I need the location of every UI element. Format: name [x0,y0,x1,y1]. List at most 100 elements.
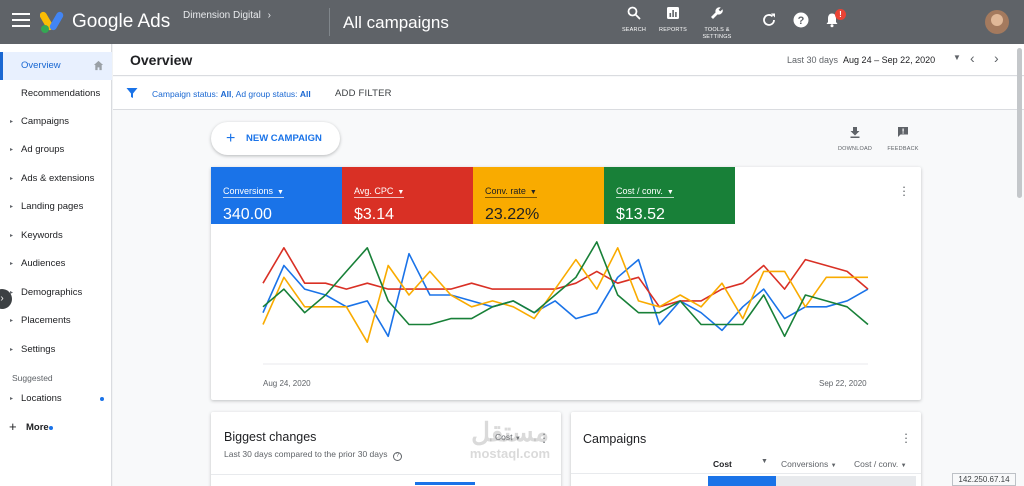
sidebar-item-locations[interactable]: ▸ Locations [0,385,112,413]
refresh-icon[interactable] [761,12,777,28]
search-icon [627,6,641,20]
sidebar-item-recommendations[interactable]: Recommendations [0,80,112,108]
chevron-right-icon[interactable]: › [994,50,999,66]
sidebar-item-label: Overview [21,60,61,71]
expand-sidebar-icon[interactable]: › [0,289,12,309]
campaigns-card: Campaigns · · · Cost ▼ Conversions ▼ Cost … [571,412,921,486]
sidebar-item-audiences[interactable]: ▸ Audiences [0,250,112,278]
notifications-bell-icon[interactable] [824,12,840,28]
dropdown-arrow-icon: ▼ [666,189,674,196]
column-header-conversions[interactable]: Conversions ▼ [781,459,837,469]
metric-tile-avg-cpc[interactable]: Avg. CPC ▼ $3.14 [342,167,473,224]
chevron-left-icon[interactable]: ‹ [970,50,975,66]
filter-label: Campaign status: [152,89,221,99]
home-icon [93,60,104,71]
sidebar-item-label: Settings [21,344,56,355]
dropdown-arrow-icon[interactable]: ▼ [761,458,768,465]
chart-series-line-0 [262,252,869,338]
more-options-icon[interactable]: · · · [901,179,907,202]
sidebar-item-label: Ads & extensions [21,173,95,184]
date-range-value: Aug 24 – Sep 22, 2020 [843,55,936,65]
sidebar-item-more[interactable]: + More [0,414,112,442]
metric-tile-cost-per-conv[interactable]: Cost / conv. ▼ $13.52 [604,167,735,224]
sidebar-item-settings[interactable]: ▸ Settings [0,336,112,364]
download-button[interactable]: DOWNLOAD [837,126,873,152]
metric-tile-conv-rate[interactable]: Conv. rate ▼ 23.22% [473,167,604,224]
metric-tile-conversions[interactable]: Conversions ▼ 340.00 [211,167,342,224]
metric-label[interactable]: Conv. rate ▼ [485,186,537,198]
dropdown-arrow-icon[interactable]: ▼ [953,53,961,62]
dropdown-arrow-icon: ▼ [277,189,284,196]
sidebar-item-label: Demographics [21,287,83,298]
filter-value: All [220,89,232,99]
google-ads-logo-icon[interactable] [40,10,66,34]
sort-dropdown[interactable]: Cost ▼ [495,432,521,442]
avatar[interactable] [985,10,1009,34]
card-title: Campaigns [583,432,647,446]
menu-icon[interactable] [12,13,30,31]
feedback-button[interactable]: FEEDBACK [885,126,921,152]
top-bar: Google Ads Dimension Digital › All campa… [0,0,1024,44]
metric-value: 23.22% [485,206,540,223]
chart-series-line-2 [262,246,868,343]
settings-label: SETTINGS [702,33,732,40]
date-range-selector[interactable]: Last 30 days Aug 24 – Sep 22, 2020 [787,55,935,65]
reports-button[interactable]: REPORTS [656,6,690,34]
column-label: Cost / conv. [854,459,899,469]
more-options-icon[interactable]: · · · [541,426,547,449]
help-icon[interactable]: ? [793,12,809,28]
watermark-line1: مستقل [471,417,549,447]
metric-label[interactable]: Avg. CPC ▼ [354,186,405,198]
metric-label[interactable]: Cost / conv. ▼ [616,186,674,198]
caret-right-icon: ▸ [10,147,14,153]
column-header-cost[interactable]: Cost [713,459,732,469]
sidebar-item-label: Locations [21,393,62,404]
feedback-icon [898,127,908,137]
metric-label-text: Conversions [223,186,274,196]
tools-settings-button[interactable]: TOOLS & SETTINGS [700,6,734,40]
sidebar-item-keywords[interactable]: ▸ Keywords [0,222,112,250]
ip-address-badge: 142.250.67.14 [952,473,1016,486]
app-name: Google Ads [72,11,171,32]
metric-value: $13.52 [616,206,665,223]
filter-bar: Campaign status: All, Ad group status: A… [113,77,1024,110]
plus-icon: + [9,419,17,434]
sidebar-item-ads-extensions[interactable]: ▸ Ads & extensions [0,165,112,193]
card-subtitle: Last 30 days compared to the prior 30 da… [224,449,402,461]
metric-label[interactable]: Conversions ▼ [223,186,284,198]
date-range-label: Last 30 days [787,55,839,65]
dropdown-arrow-icon: ▼ [830,463,837,469]
chevron-right-icon: › [267,10,271,21]
sidebar-item-overview[interactable]: Overview [0,52,112,80]
scrollbar[interactable] [1017,48,1022,198]
account-name: Dimension Digital [183,10,261,21]
sidebar-item-landing-pages[interactable]: ▸ Landing pages [0,193,112,221]
help-circle-icon[interactable]: ? [392,452,402,461]
watermark-line2: mostaql.com [469,446,551,461]
filter-value: All [299,89,311,99]
divider [211,474,561,475]
overview-header: Overview Last 30 days Aug 24 – Sep 22, 20… [113,44,1024,76]
sidebar: Overview Recommendations ▸ Campaigns ▸ A… [0,44,112,486]
filter-summary[interactable]: Campaign status: All, Ad group status: A… [152,89,311,99]
new-indicator-dot [100,397,104,401]
search-button[interactable]: SEARCH [618,6,650,34]
x-axis-end-label: Sep 22, 2020 [819,379,867,388]
column-header-cost-per-conv[interactable]: Cost / conv. ▼ [854,459,907,469]
subtitle-text: Last 30 days compared to the prior 30 da… [224,449,388,459]
sidebar-item-campaigns[interactable]: ▸ Campaigns [0,108,112,136]
reports-label: REPORTS [659,27,687,33]
add-filter-button[interactable]: ADD FILTER [335,88,392,99]
account-switcher[interactable]: Dimension Digital › [183,10,271,21]
sidebar-item-placements[interactable]: ▸ Placements [0,307,112,335]
more-options-icon[interactable]: · · · [903,426,909,449]
plus-icon: + [226,130,236,147]
metric-value: 340.00 [223,206,272,223]
sidebar-item-ad-groups[interactable]: ▸ Ad groups [0,136,112,164]
filter-funnel-icon[interactable] [126,87,138,99]
wrench-icon [711,7,723,19]
new-campaign-button[interactable]: + NEW CAMPAIGN [211,122,340,155]
overview-title: Overview [130,52,193,68]
caret-right-icon: ▸ [10,204,14,210]
sidebar-item-demographics[interactable]: ▸ Demographics [0,279,112,307]
